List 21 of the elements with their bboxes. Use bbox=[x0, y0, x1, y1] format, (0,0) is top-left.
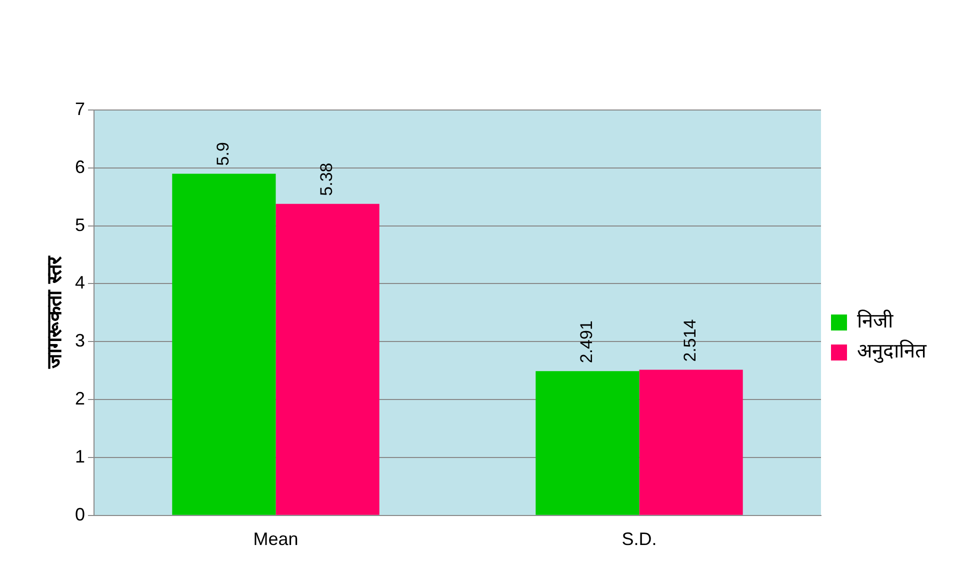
x-tick-label: S.D. bbox=[622, 529, 657, 550]
y-tick-label: 2 bbox=[74, 388, 86, 409]
y-tick-label: 0 bbox=[74, 504, 86, 524]
y-axis-title: जागरूकता स्तर bbox=[42, 256, 66, 370]
x-tick-label: Mean bbox=[253, 529, 298, 550]
y-tick-label: 7 bbox=[74, 98, 86, 119]
y-tick-label: 6 bbox=[74, 156, 86, 177]
bar bbox=[536, 371, 640, 515]
y-tick-label: 5 bbox=[74, 214, 86, 235]
bar bbox=[639, 370, 743, 515]
bar bbox=[276, 204, 380, 515]
data-label: 2.514 bbox=[680, 319, 700, 362]
legend-label: निजी bbox=[857, 308, 894, 333]
y-tick-label: 3 bbox=[74, 330, 86, 351]
y-tick-label: 4 bbox=[74, 272, 86, 293]
data-label: 5.9 bbox=[214, 142, 233, 166]
data-label: 5.38 bbox=[317, 162, 336, 196]
bar bbox=[172, 174, 276, 515]
y-tick-label: 1 bbox=[74, 446, 86, 466]
legend-label: अनुदानित bbox=[857, 338, 927, 364]
data-label: 2.491 bbox=[577, 320, 596, 364]
